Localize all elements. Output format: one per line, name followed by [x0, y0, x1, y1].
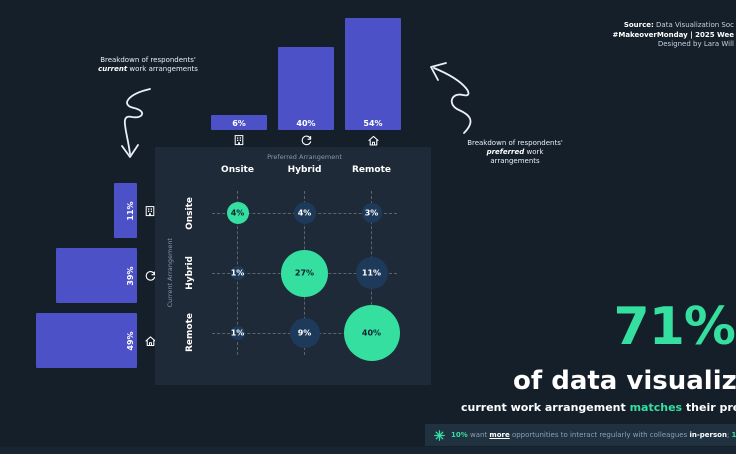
stat-value: 71%: [613, 297, 736, 357]
matrix-bubble-label: 1%: [230, 328, 245, 338]
match-matrix-panel: Preferred Arrangement Onsite Hybrid Remo…: [155, 147, 431, 385]
preferred-axis-icons: [211, 134, 401, 147]
matrix-bubble: [293, 202, 316, 224]
bar-value-label: 6%: [232, 119, 246, 128]
footnote-text-seg: want: [467, 431, 490, 439]
row-header-hybrid: Hybrid: [185, 256, 195, 290]
footnote-stat-19: 19%: [731, 431, 736, 439]
footnote-text-seg: opportunities to interact regularly with…: [509, 431, 690, 439]
matrix-bubble-label: 40%: [361, 328, 382, 338]
bar-preferred-hybrid: 40%: [278, 47, 334, 130]
stat-headline: of data visualizers': [513, 366, 736, 396]
credits: Source: Data Visualization Soc #Makeover…: [613, 21, 735, 50]
stat-subline-highlight: matches: [629, 401, 683, 414]
bar-current-remote: 49%: [35, 313, 137, 368]
matrix-bubble-label: 27%: [294, 268, 315, 278]
matrix-bubble: [230, 266, 245, 280]
home-icon: [141, 334, 159, 347]
col-header-remote: Remote: [351, 165, 391, 175]
current-row-onsite: 11%: [33, 183, 159, 238]
matrix-bubble-label: 11%: [361, 268, 382, 278]
annotation-preferred-text2: work arrangements: [490, 148, 544, 165]
annotation-current: Breakdown of respondents' current work a…: [88, 56, 208, 74]
annotation-current-text2: work arrangements: [127, 65, 198, 73]
bottom-strip: [0, 447, 736, 454]
bar-value-label: 39%: [126, 265, 135, 286]
matrix-cell: 3%: [338, 183, 405, 243]
preferred-bars: 6% 40% 54%: [211, 14, 401, 130]
matrix-bubble: [361, 203, 382, 223]
footnote-text-seg: ;: [726, 431, 732, 439]
preferred-bar-chart: 6% 40% 54%: [211, 14, 401, 147]
credit-source-text: Data Visualization Soc: [653, 21, 734, 29]
bar-value-label: 11%: [126, 200, 135, 221]
current-row-hybrid: 39%: [33, 248, 159, 303]
credit-designer: Designed by Lara Will: [657, 40, 734, 48]
cycle-icon: [278, 134, 334, 147]
matrix-cell: 1%: [204, 303, 271, 363]
annotation-preferred: Breakdown of respondents' preferred work…: [462, 139, 568, 166]
matrix-bubble: [226, 202, 249, 224]
matrix-cell: 4%: [271, 183, 338, 243]
bar-preferred-remote: 54%: [345, 18, 401, 130]
asterisk-icon: [434, 429, 445, 441]
credit-source-label: Source:: [623, 21, 654, 29]
matrix-cell: 27%: [271, 243, 338, 303]
annotation-preferred-em: preferred: [486, 148, 525, 156]
cycle-icon: [141, 269, 159, 282]
bar-current-hybrid: 39%: [56, 248, 137, 303]
annotation-current-text: Breakdown of respondents': [100, 56, 196, 64]
curved-arrow-up-icon: [430, 62, 472, 134]
matrix-cell: 40%: [338, 303, 405, 363]
building-icon: [141, 205, 159, 217]
row-header-remote: Remote: [185, 313, 195, 353]
matrix-bubble: [355, 257, 388, 289]
bar-current-onsite: 11%: [114, 183, 137, 238]
footnote-text: 10% want more opportunities to interact …: [451, 431, 736, 439]
matrix-grid: 4% 4% 3% 1% 27% 11% 1% 9% 40%: [204, 183, 405, 363]
footnote-inperson: in-person: [689, 431, 727, 439]
stat-subline-pre: current work arrangement: [461, 401, 630, 414]
footnote-more: more: [489, 431, 510, 439]
matrix-cell: 1%: [204, 243, 271, 303]
matrix-bubble: [281, 249, 328, 297]
home-icon: [345, 134, 401, 147]
matrix-cell: 11%: [338, 243, 405, 303]
matrix-column-headers: Onsite Hybrid Remote: [204, 165, 405, 175]
matrix-cell: 4%: [204, 183, 271, 243]
bar-value-label: 49%: [126, 330, 135, 351]
matrix-bubble-label: 1%: [230, 268, 245, 278]
matrix-cell: 9%: [271, 303, 338, 363]
annotation-current-em: current: [98, 65, 128, 73]
annotation-preferred-text: Breakdown of respondents': [467, 139, 563, 147]
footnote-stat-10: 10%: [451, 431, 468, 439]
matrix-x-axis-title: Preferred Arrangement: [267, 153, 342, 161]
stat-subline-post: their preference: [685, 401, 736, 414]
credit-makeovermonday: #MakeoverMonday | 2025 Wee: [612, 30, 735, 39]
matrix-bubble-label: 4%: [297, 208, 312, 218]
matrix-bubble-label: 9%: [297, 328, 312, 338]
matrix-y-axis-title: Current Arrangement: [166, 238, 174, 308]
footnote-bar: 10% want more opportunities to interact …: [425, 424, 736, 446]
matrix-bubble: [343, 305, 400, 361]
matrix-bubble: [289, 318, 320, 348]
current-bar-chart: 11% 39% 49%: [33, 183, 159, 373]
col-header-hybrid: Hybrid: [287, 165, 322, 175]
current-row-remote: 49%: [33, 313, 159, 368]
matrix-bubble: [230, 326, 245, 340]
bar-preferred-onsite: 6%: [211, 115, 267, 130]
matrix-row-headers: Onsite Hybrid Remote: [181, 183, 199, 363]
row-header-onsite: Onsite: [185, 196, 195, 230]
bar-value-label: 40%: [296, 119, 316, 128]
building-icon: [211, 134, 267, 147]
curved-arrow-down-icon: [121, 88, 151, 158]
matrix-bubble-label: 4%: [230, 208, 245, 218]
bar-value-label: 54%: [363, 119, 383, 128]
matrix-bubble-label: 3%: [364, 208, 379, 218]
stat-subline: current work arrangement matches their p…: [461, 401, 736, 414]
credit-source: Source: Data Visualization Soc: [613, 21, 734, 31]
col-header-onsite: Onsite: [221, 165, 254, 175]
